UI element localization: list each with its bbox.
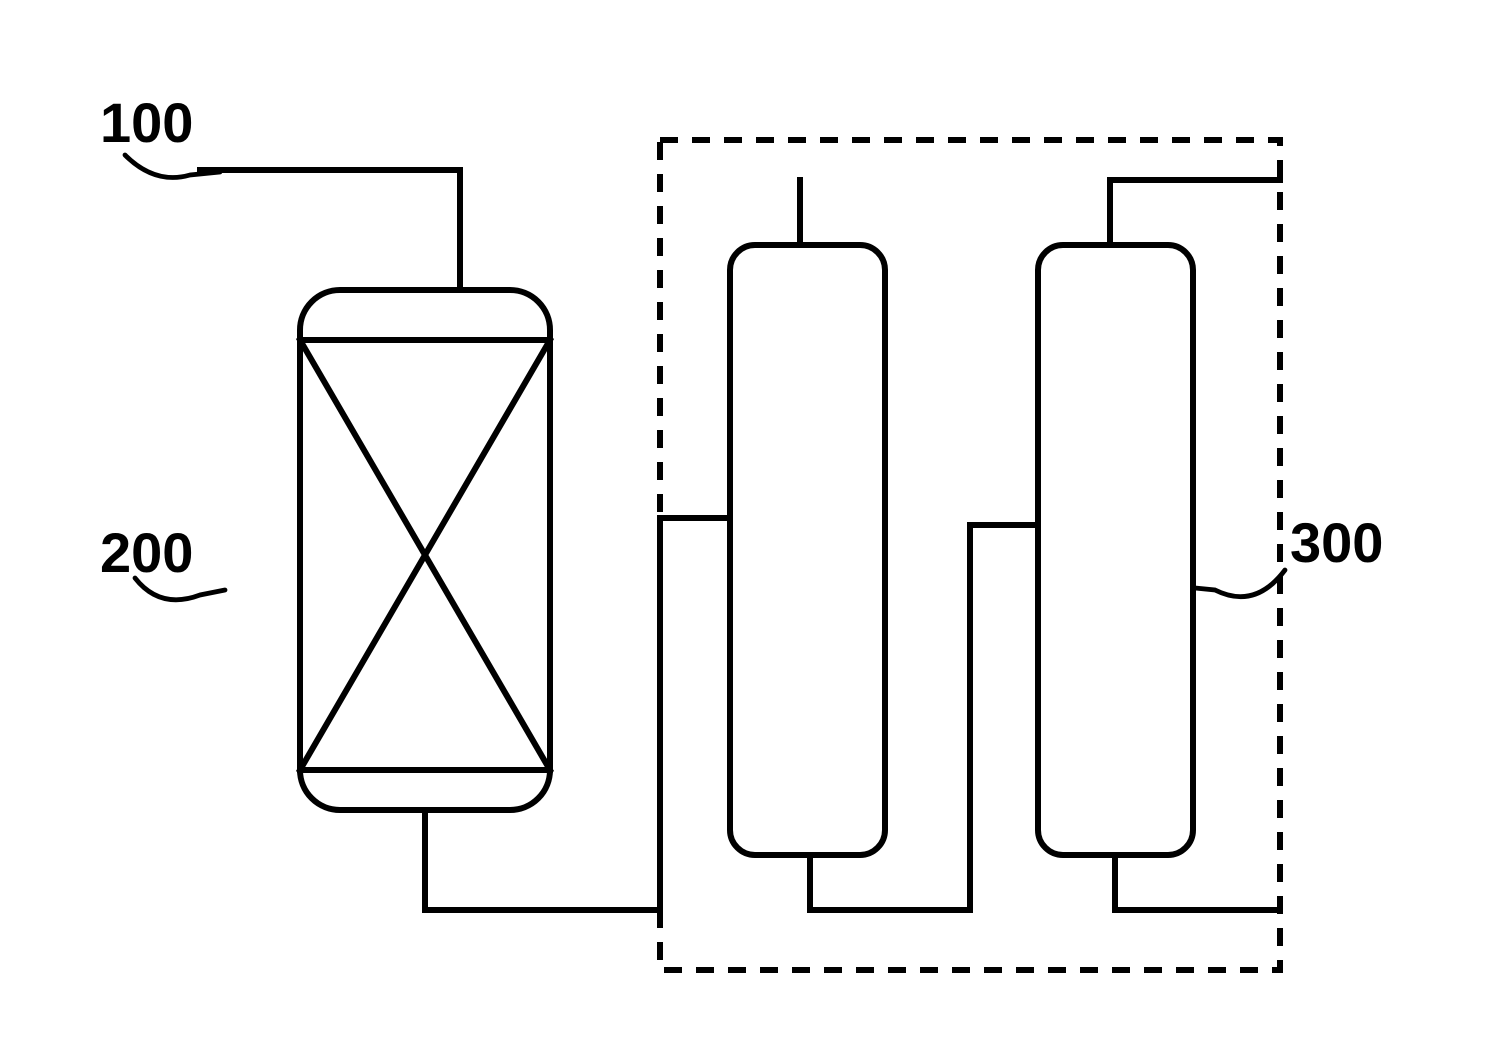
process-diagram <box>0 0 1488 1048</box>
label-100: 100 <box>100 90 193 155</box>
diagram-canvas: 100 200 300 <box>0 0 1488 1048</box>
label-200: 200 <box>100 520 193 585</box>
label-300: 300 <box>1290 510 1383 575</box>
